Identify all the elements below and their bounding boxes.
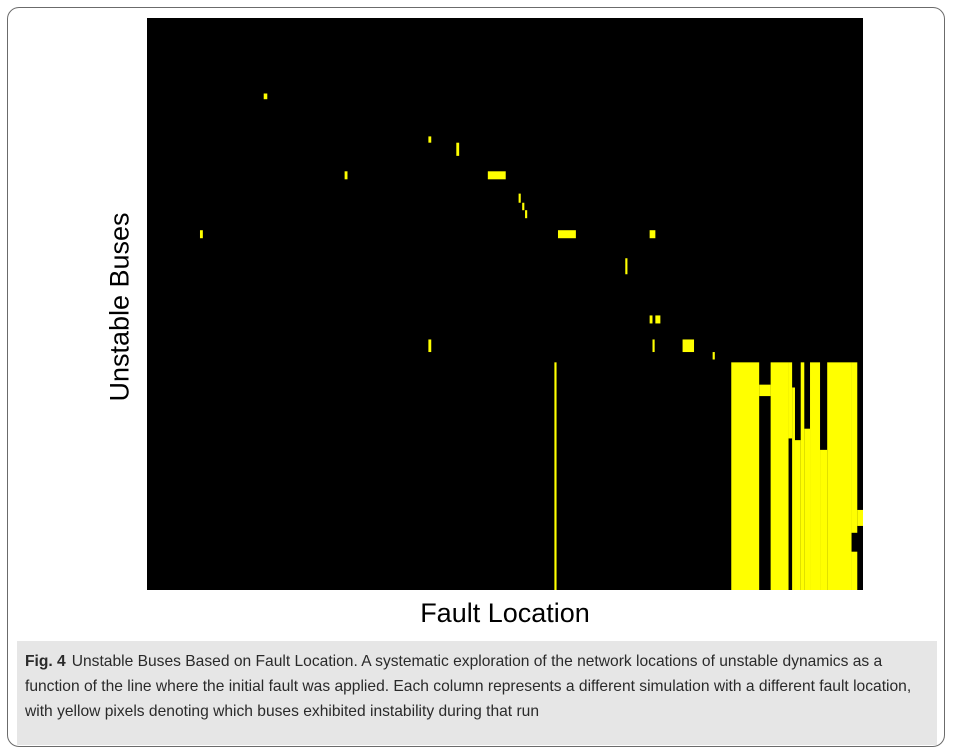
heatmap-cell-25 bbox=[800, 362, 805, 590]
heatmap-cell-20 bbox=[759, 384, 771, 397]
heatmap-cell-28 bbox=[820, 449, 828, 590]
heatmap-cell-27 bbox=[810, 362, 821, 590]
heatmap-cells bbox=[199, 93, 863, 590]
heatmap-cell-8 bbox=[199, 230, 203, 239]
heatmap-cell-9 bbox=[557, 230, 576, 239]
heatmap-cell-29 bbox=[827, 362, 852, 590]
heatmap-cell-18 bbox=[554, 362, 557, 590]
heatmap-cell-3 bbox=[344, 171, 348, 180]
heatmap-cell-17 bbox=[712, 352, 715, 360]
heatmap-cell-22 bbox=[788, 362, 793, 439]
heatmap-cell-10 bbox=[649, 230, 656, 239]
heatmap-cell-0 bbox=[263, 93, 268, 100]
heatmap-cell-4 bbox=[487, 171, 506, 180]
heatmap-chart bbox=[147, 18, 863, 590]
heatmap-cell-1 bbox=[428, 136, 432, 143]
x-axis-label: Fault Location bbox=[420, 598, 590, 628]
heatmap-cell-31 bbox=[857, 509, 863, 526]
heatmap-cell-15 bbox=[652, 339, 655, 353]
heatmap-cell-24 bbox=[794, 440, 801, 590]
heatmap-cell-11 bbox=[625, 258, 628, 275]
caption-label: Fig. 4 bbox=[25, 653, 66, 670]
figure-caption: Fig. 4 Unstable Buses Based on Fault Loca… bbox=[17, 641, 937, 745]
heatmap-cell-13 bbox=[655, 315, 661, 324]
figure-frame bbox=[7, 7, 945, 747]
heatmap-cell-26 bbox=[804, 428, 811, 590]
heatmap-cell-30 bbox=[851, 362, 858, 533]
heatmap-cell-12 bbox=[649, 315, 653, 324]
heatmap-cell-19 bbox=[731, 362, 760, 590]
heatmap-cell-14 bbox=[428, 339, 432, 353]
heatmap-cell-6 bbox=[522, 202, 525, 211]
heatmap-cell-23 bbox=[792, 387, 795, 590]
heatmap-cell-2 bbox=[456, 142, 460, 156]
heatmap-cell-7 bbox=[525, 210, 528, 219]
heatmap-cell-21 bbox=[770, 362, 789, 590]
heatmap-cell-16 bbox=[682, 339, 695, 353]
caption-text: Unstable Buses Based on Fault Location. … bbox=[25, 653, 912, 720]
heatmap-cell-5 bbox=[518, 193, 521, 203]
y-axis-label-text: Unstable Buses bbox=[104, 212, 135, 402]
heatmap-cell-32 bbox=[851, 551, 858, 590]
